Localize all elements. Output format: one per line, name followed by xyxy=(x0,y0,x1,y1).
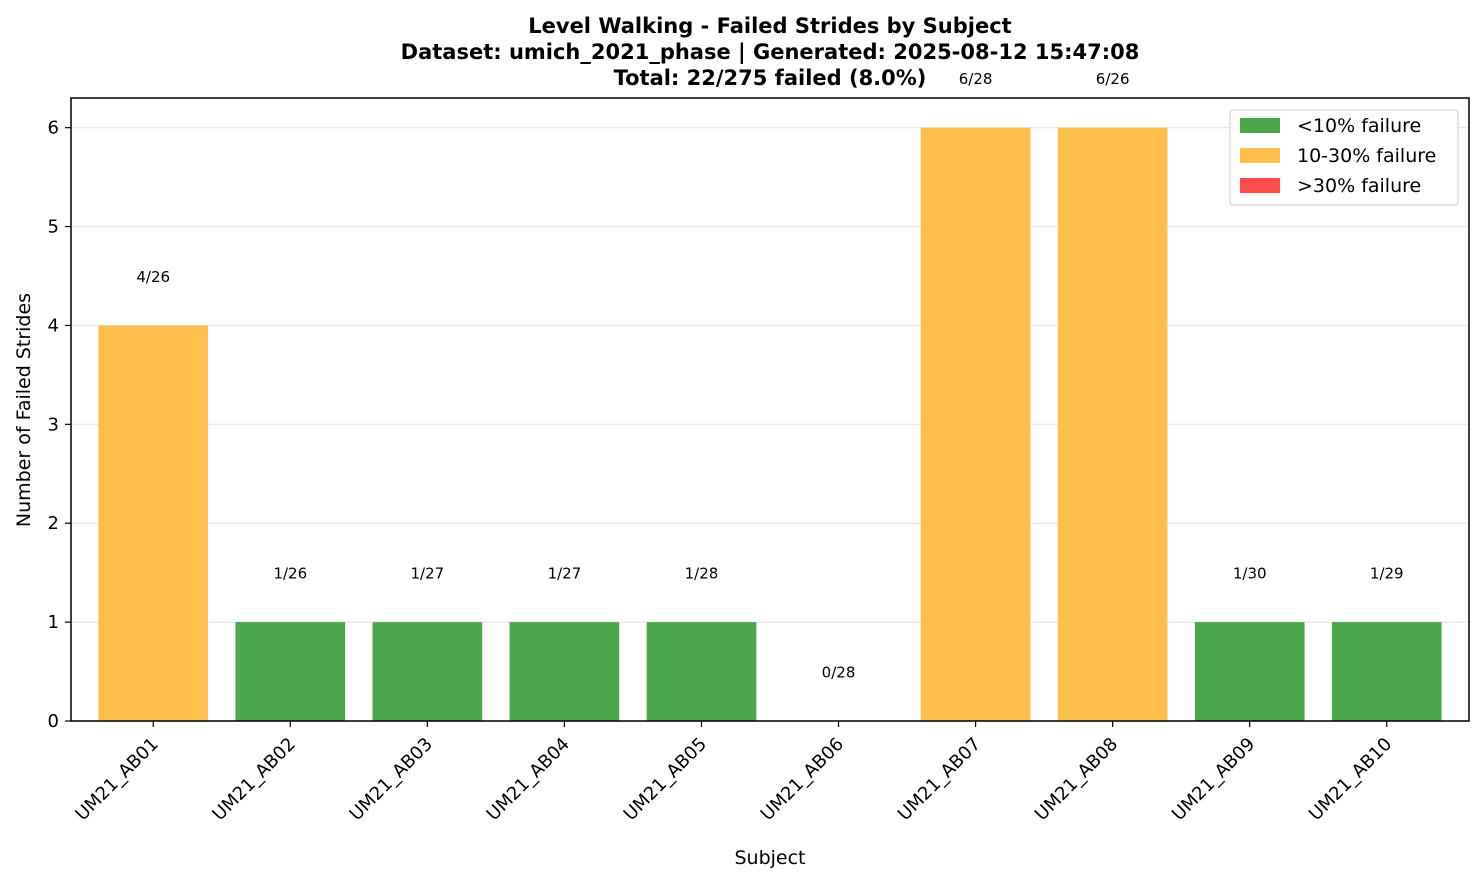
bar-data-label: 1/26 xyxy=(273,565,307,583)
bar xyxy=(509,622,620,721)
bar xyxy=(372,622,483,721)
x-axis-label: Subject xyxy=(734,847,805,869)
bar xyxy=(920,127,1031,721)
plot-frame xyxy=(70,97,1470,722)
legend: <10% failure 10-30% failure >30% failure xyxy=(1229,109,1459,206)
legend-label: >30% failure xyxy=(1297,175,1421,197)
x-tick-label: UM21_AB02 xyxy=(208,734,299,825)
title-line-2: Dataset: umich_2021_phase | Generated: 2… xyxy=(401,40,1140,65)
bar-data-label: 1/28 xyxy=(685,565,719,583)
legend-frame xyxy=(1229,109,1459,206)
bar xyxy=(1057,127,1168,721)
legend-swatch xyxy=(1240,118,1280,133)
bar xyxy=(98,325,209,721)
y-axis-ticks: 0 1 2 3 4 5 6 xyxy=(48,118,71,732)
bars xyxy=(98,127,1442,721)
bar-data-label: 4/26 xyxy=(136,268,170,286)
bar-data-label: 1/27 xyxy=(548,565,582,583)
bar xyxy=(235,622,346,721)
legend-label: 10-30% failure xyxy=(1297,145,1436,167)
bar-data-label: 1/29 xyxy=(1370,565,1404,583)
data-labels: 4/26 1/26 1/27 1/27 1/28 0/28 6/28 6/26 1/30 1/29 xyxy=(136,70,1403,681)
x-tick-label: UM21_AB07 xyxy=(894,734,985,825)
bar xyxy=(1331,622,1442,721)
legend-label: <10% failure xyxy=(1297,115,1421,137)
bar xyxy=(1194,622,1305,721)
x-tick-label: UM21_AB08 xyxy=(1031,734,1122,825)
bar xyxy=(646,622,757,721)
x-tick-label: UM21_AB10 xyxy=(1305,734,1396,825)
x-tick-label: UM21_AB09 xyxy=(1168,734,1259,825)
legend-swatch xyxy=(1240,148,1280,163)
x-tick-label: UM21_AB06 xyxy=(757,734,848,825)
y-tick-label: 2 xyxy=(48,513,59,534)
x-tick-label: UM21_AB05 xyxy=(620,734,711,825)
bar-data-label: 0/28 xyxy=(822,664,856,682)
y-tick-label: 4 xyxy=(48,315,59,336)
y-tick-label: 3 xyxy=(48,414,59,435)
x-axis-ticks: UM21_AB01 UM21_AB02 UM21_AB03 UM21_AB04 UM21… xyxy=(71,721,1396,825)
x-tick-label: UM21_AB01 xyxy=(71,734,162,825)
y-tick-label: 1 xyxy=(48,612,59,633)
y-axis-label: Number of Failed Strides xyxy=(13,293,35,527)
chart-title: Level Walking - Failed Strides by Subjec… xyxy=(401,14,1140,90)
bar-data-label: 6/26 xyxy=(1096,70,1130,88)
y-tick-label: 5 xyxy=(48,217,59,238)
y-tick-label: 6 xyxy=(48,118,59,139)
bar-data-label: 1/27 xyxy=(411,565,445,583)
bar-data-label: 6/28 xyxy=(959,70,993,88)
title-line-3: Total: 22/275 failed (8.0%) xyxy=(614,66,927,90)
bar-data-label: 1/30 xyxy=(1233,565,1267,583)
title-line-1: Level Walking - Failed Strides by Subjec… xyxy=(528,14,1011,38)
x-tick-label: UM21_AB04 xyxy=(483,734,574,825)
y-tick-label: 0 xyxy=(48,711,59,732)
x-tick-label: UM21_AB03 xyxy=(346,734,437,825)
legend-swatch xyxy=(1240,178,1280,193)
